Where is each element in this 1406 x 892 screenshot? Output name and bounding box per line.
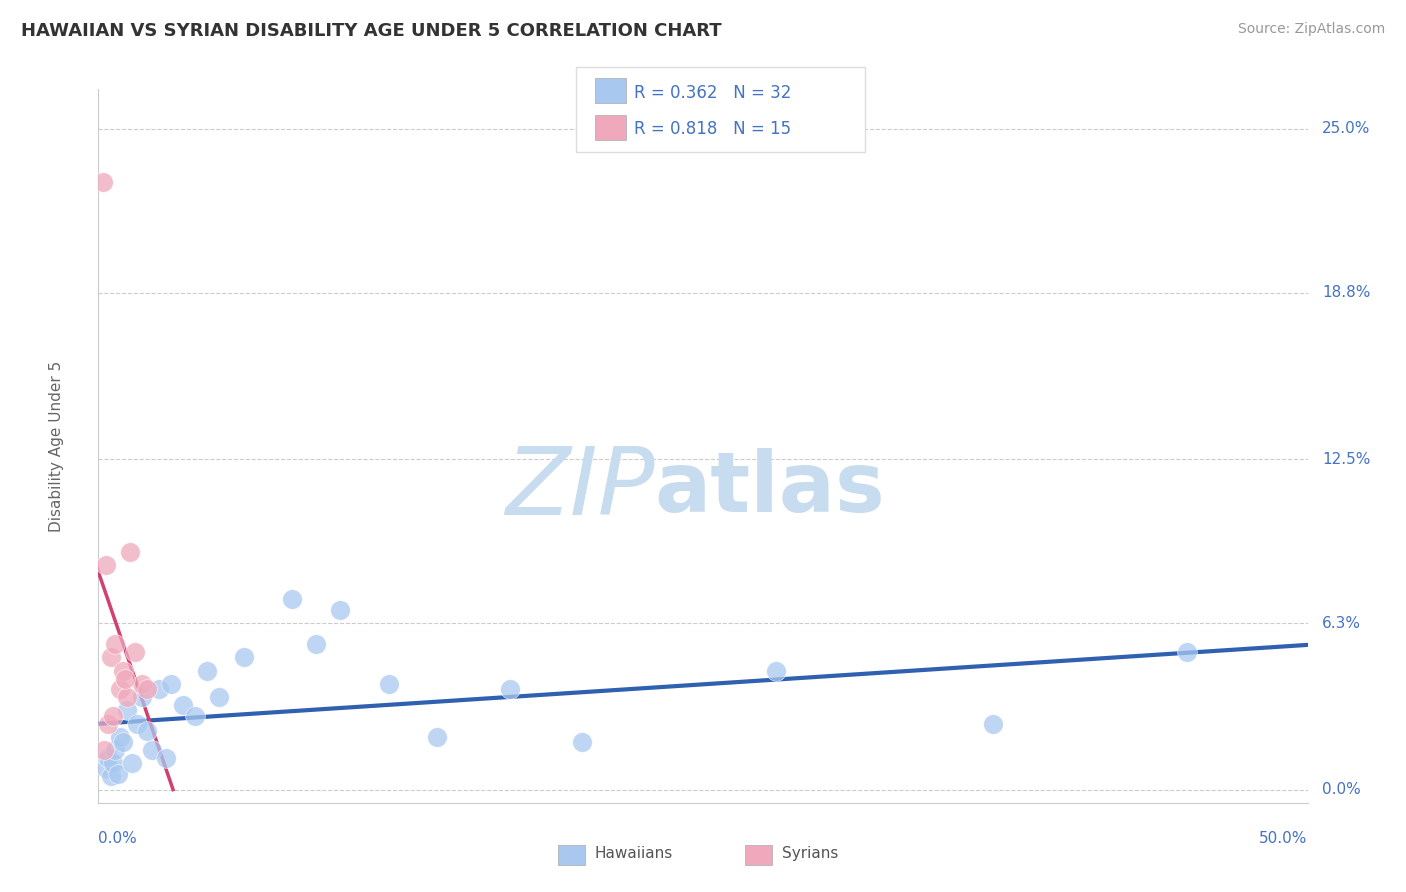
- Point: [141, 743, 163, 757]
- Point: [101, 756, 124, 771]
- Point: [118, 545, 141, 559]
- Text: Syrians: Syrians: [782, 846, 838, 861]
- Text: Disability Age Under 5: Disability Age Under 5: [49, 360, 63, 532]
- Text: Source: ZipAtlas.com: Source: ZipAtlas.com: [1237, 22, 1385, 37]
- Point: [981, 716, 1004, 731]
- Point: [94, 761, 117, 775]
- Text: 12.5%: 12.5%: [1322, 451, 1371, 467]
- Point: [97, 751, 120, 765]
- Point: [281, 592, 304, 607]
- Point: [195, 664, 218, 678]
- Point: [111, 735, 134, 749]
- Point: [232, 650, 254, 665]
- Point: [111, 664, 134, 678]
- Point: [305, 637, 328, 651]
- Point: [329, 603, 352, 617]
- Text: 18.8%: 18.8%: [1322, 285, 1371, 301]
- Point: [97, 716, 120, 731]
- Point: [160, 677, 183, 691]
- FancyBboxPatch shape: [745, 845, 772, 865]
- Point: [1175, 645, 1198, 659]
- FancyBboxPatch shape: [558, 845, 585, 865]
- Point: [131, 677, 153, 691]
- Point: [100, 650, 122, 665]
- Text: Hawaiians: Hawaiians: [595, 846, 672, 861]
- Point: [93, 743, 115, 757]
- Point: [101, 708, 124, 723]
- Point: [108, 682, 131, 697]
- Point: [377, 677, 399, 691]
- Point: [135, 682, 157, 697]
- Text: 0.0%: 0.0%: [98, 831, 138, 847]
- Point: [117, 703, 139, 717]
- Point: [117, 690, 139, 704]
- Point: [121, 756, 143, 771]
- Point: [104, 743, 127, 757]
- Text: 6.3%: 6.3%: [1322, 615, 1361, 631]
- Text: 0.0%: 0.0%: [1322, 782, 1361, 797]
- Point: [94, 558, 117, 572]
- Point: [172, 698, 194, 712]
- Point: [124, 645, 146, 659]
- Point: [104, 637, 127, 651]
- Text: HAWAIIAN VS SYRIAN DISABILITY AGE UNDER 5 CORRELATION CHART: HAWAIIAN VS SYRIAN DISABILITY AGE UNDER …: [21, 22, 721, 40]
- Point: [498, 682, 520, 697]
- Point: [107, 766, 129, 780]
- Point: [108, 730, 131, 744]
- Point: [148, 682, 170, 697]
- Point: [765, 664, 787, 678]
- Text: atlas: atlas: [655, 449, 886, 529]
- Text: R = 0.362   N = 32: R = 0.362 N = 32: [634, 84, 792, 102]
- Point: [127, 716, 149, 731]
- Text: 50.0%: 50.0%: [1260, 831, 1308, 847]
- Point: [571, 735, 593, 749]
- Point: [184, 708, 207, 723]
- Text: 25.0%: 25.0%: [1322, 121, 1371, 136]
- Point: [155, 751, 177, 765]
- Point: [91, 175, 114, 189]
- Text: ZIP: ZIP: [505, 443, 655, 534]
- Point: [114, 672, 136, 686]
- Point: [426, 730, 449, 744]
- Text: R = 0.818   N = 15: R = 0.818 N = 15: [634, 120, 792, 138]
- Point: [100, 769, 122, 783]
- Point: [208, 690, 231, 704]
- Point: [131, 690, 153, 704]
- Point: [135, 724, 157, 739]
